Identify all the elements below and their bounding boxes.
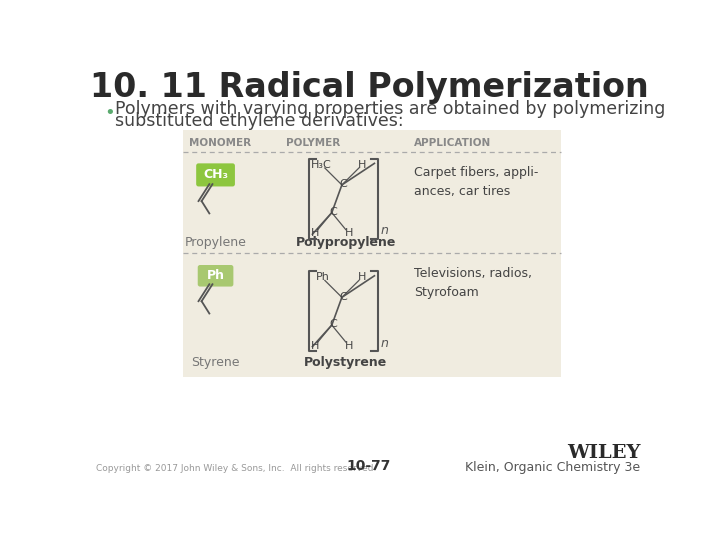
Text: C: C — [340, 179, 347, 189]
Text: Polystyrene: Polystyrene — [304, 356, 387, 369]
Text: n: n — [381, 337, 389, 350]
FancyBboxPatch shape — [198, 265, 233, 287]
Text: C: C — [330, 207, 337, 217]
Text: C: C — [330, 319, 337, 329]
Text: Copyright © 2017 John Wiley & Sons, Inc.  All rights reserved.: Copyright © 2017 John Wiley & Sons, Inc.… — [96, 464, 377, 473]
Text: H: H — [345, 228, 353, 239]
Text: substituted ethylene derivatives:: substituted ethylene derivatives: — [114, 112, 403, 130]
Text: WILEY: WILEY — [567, 444, 640, 462]
Text: 10-77: 10-77 — [347, 459, 391, 473]
Bar — [183, 130, 561, 377]
Text: H: H — [345, 341, 353, 351]
Text: n: n — [381, 224, 389, 237]
Text: H₃C: H₃C — [311, 160, 332, 170]
Text: APPLICATION: APPLICATION — [414, 138, 491, 148]
Text: Televisions, radios,
Styrofoam: Televisions, radios, Styrofoam — [414, 267, 532, 299]
Text: Klein, Organic Chemistry 3e: Klein, Organic Chemistry 3e — [465, 462, 640, 475]
Text: Polymers with varying properties are obtained by polymerizing: Polymers with varying properties are obt… — [114, 100, 665, 118]
Text: Carpet fibers, appli-
ances, car tires: Carpet fibers, appli- ances, car tires — [414, 166, 539, 198]
Text: Ph: Ph — [315, 272, 330, 282]
Text: •: • — [104, 104, 114, 122]
Text: Styrene: Styrene — [192, 356, 240, 369]
Text: H: H — [358, 160, 366, 170]
FancyBboxPatch shape — [196, 164, 235, 186]
Text: Ph: Ph — [207, 269, 225, 282]
Text: H: H — [358, 272, 366, 282]
Text: 10. 11 Radical Polymerization: 10. 11 Radical Polymerization — [89, 71, 649, 104]
Text: MONOMER: MONOMER — [189, 138, 251, 148]
Text: H: H — [310, 341, 319, 351]
Text: C: C — [340, 292, 347, 301]
Text: CH₃: CH₃ — [203, 168, 228, 181]
Text: Polypropylene: Polypropylene — [296, 236, 396, 249]
Text: Propylene: Propylene — [184, 236, 246, 249]
Text: H: H — [310, 228, 319, 239]
Text: POLYMER: POLYMER — [286, 138, 341, 148]
